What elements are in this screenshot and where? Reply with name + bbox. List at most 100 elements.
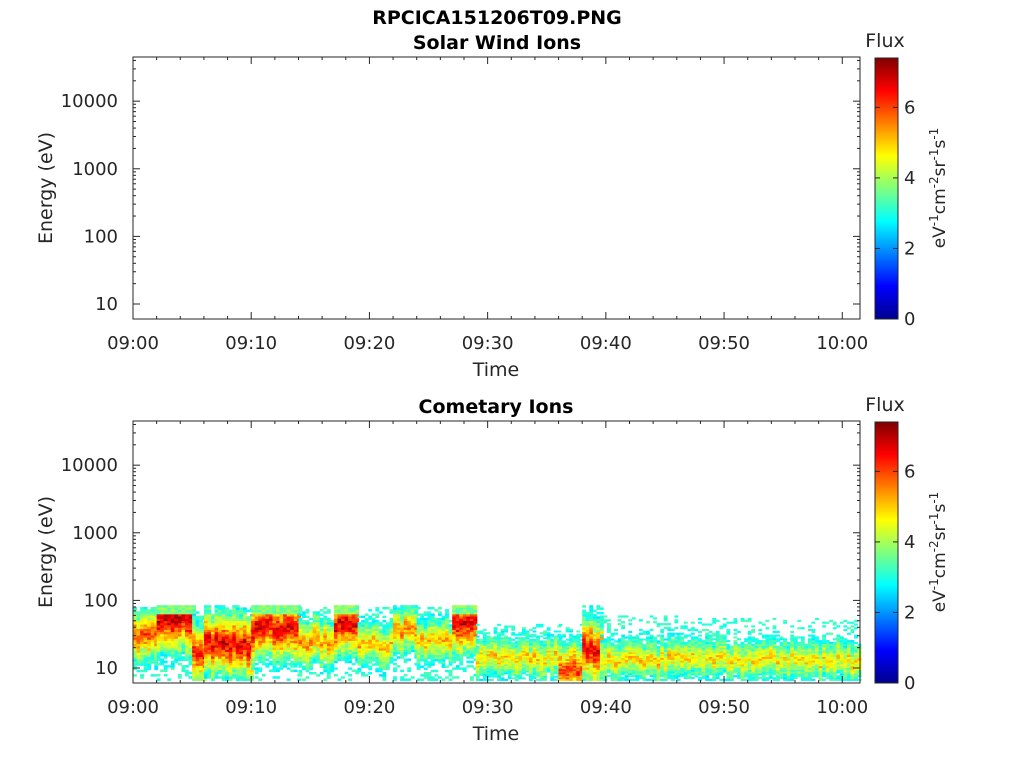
spectrogram-cell [389,648,394,651]
spectrogram-cell [486,658,491,661]
spectrogram-cell [357,637,362,640]
spectrogram-cell [582,647,587,650]
spectrogram-cell [211,662,215,666]
spectrogram-cell [562,647,566,650]
spectrogram-cell [565,675,570,678]
spectrogram-cell [330,641,335,645]
spectrogram-cell [195,674,200,677]
spectrogram-cell [680,652,685,656]
spectrogram-cell [279,614,284,617]
spectrogram-cell [572,648,577,651]
spectrogram-cell [536,672,540,675]
spectrogram-cell [698,643,702,646]
spectrogram-cell [133,609,137,612]
spectrogram-cell [553,652,558,655]
spectrogram-cell [482,672,487,675]
spectrogram-cell [553,653,558,656]
spectrogram-cell [400,649,405,653]
spectrogram-cell [462,638,467,641]
spectrogram-cell [211,629,215,633]
spectrogram-cell [235,658,240,661]
spectrogram-cell [486,655,491,658]
spectrogram-cell [603,659,608,662]
spectrogram-cell [441,652,446,655]
spectrogram-cell [698,630,702,633]
spectrogram-cell [136,630,141,634]
spectrogram-cell [396,649,401,653]
spectrogram-cell [337,634,342,637]
spectrogram-cell [737,651,741,654]
spectrogram-cell [628,630,633,633]
spectrogram-cell [272,629,277,633]
spectrogram-cell [493,648,498,651]
spectrogram-cell [355,607,360,610]
spectrogram-cell [316,645,321,649]
spectrogram-cell [185,669,189,673]
spectrogram-cell [185,647,189,650]
spectrogram-cell [610,649,615,653]
spectrogram-cell [628,667,633,670]
spectrogram-cell [553,645,558,648]
spectrogram-cell [309,643,313,647]
spectrogram-cell [211,622,215,626]
spectrogram-cell [156,673,161,677]
spectrogram-cell [462,642,467,646]
spectrogram-cell [687,647,692,650]
spectrogram-cell [396,625,401,628]
spectrogram-cell [416,663,421,666]
spectrogram-cell [133,658,137,662]
spectrogram-cell [357,628,362,632]
spectrogram-cell [729,673,734,676]
spectrogram-cell [722,651,727,654]
spectrogram-cell [333,629,338,633]
spectrogram-cell [722,654,727,657]
spectrogram-cell [416,667,421,671]
spectrogram-cell [441,624,446,627]
spectrogram-cell [348,649,352,653]
spectrogram-cell [133,654,137,658]
spectrogram-cell [361,637,365,640]
spectrogram-cell [621,644,626,647]
spectrogram-cell [676,651,681,654]
spectrogram-cell [150,622,155,625]
spectrogram-cell [239,660,244,664]
spectrogram-cell [715,665,720,669]
spectrogram-cell [185,665,189,668]
spectrogram-cell [378,611,383,614]
spectrogram-cell [150,613,155,616]
spectrogram-cell [592,640,597,644]
spectrogram-cell [617,674,622,678]
spectrogram-cell [733,654,738,657]
spectrogram-cell [423,674,428,677]
spectrogram-cell [562,650,566,653]
spectrogram-cell [500,642,505,645]
spectrogram-cell [423,667,428,671]
spectrogram-cell [719,656,724,659]
spectrogram-cell [382,656,387,660]
spectrogram-cell [558,677,563,680]
spectrogram-cell [722,669,727,672]
spectrogram-cell [410,676,415,679]
spectrogram-cell [550,642,555,645]
spectrogram-cell [448,678,453,681]
spectrogram-cell [712,658,717,661]
spectrogram-cell [286,642,291,646]
spectrogram-cell [690,669,695,672]
spectrogram-cell [462,645,467,648]
spectrogram-cell [521,645,526,648]
spectrogram-cell [562,673,566,676]
spectrogram-cell [154,648,159,651]
spectrogram-cell [188,607,193,610]
spectrogram-cell [420,654,425,658]
spectrogram-cell [361,661,365,664]
spectrogram-cell [558,638,563,641]
spectrogram-cell [316,635,321,638]
spectrogram-cell [497,670,501,673]
spectrogram-cell [382,643,387,647]
spectrogram-cell [283,611,287,615]
spectrogram-cell [258,649,263,653]
spectrogram-cell [701,645,706,648]
spectrogram-cell [309,650,313,653]
spectrogram-cell [268,651,273,655]
spectrogram-cell [441,661,446,664]
